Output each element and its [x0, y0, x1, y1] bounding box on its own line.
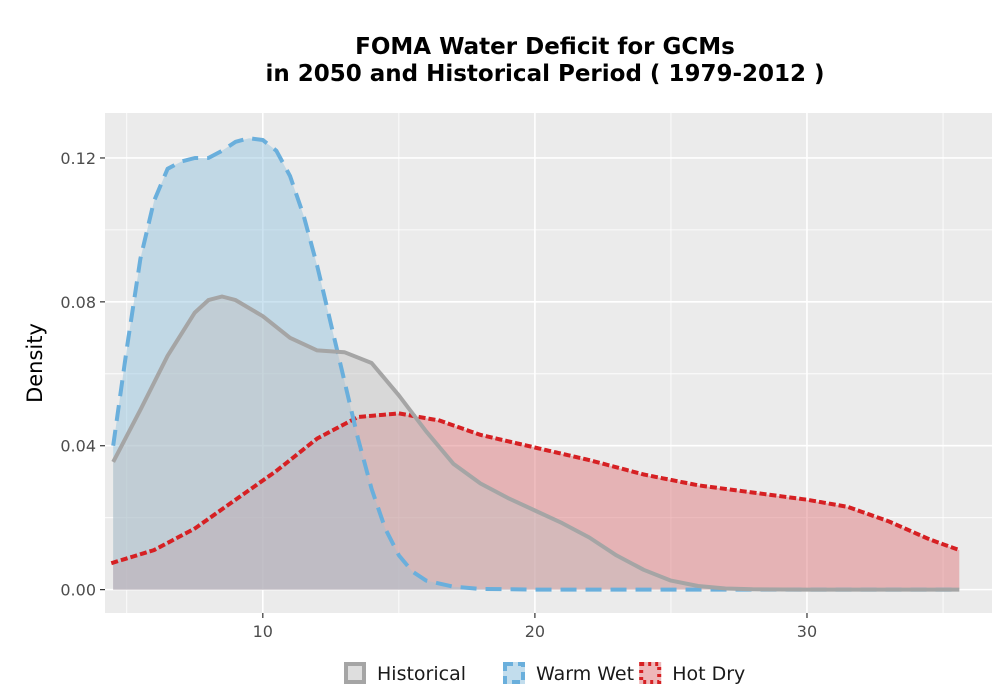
legend: Historical Warm Wet Hot Dry: [344, 662, 745, 685]
legend-label-hot-dry: Hot Dry: [672, 663, 745, 685]
axis-ticks: 10 20 30 0.00 0.04 0.08 0.12: [60, 149, 817, 641]
legend-item-hot-dry: Hot Dry: [639, 662, 745, 685]
series-area-warm-wet: [113, 138, 960, 590]
y-tick-label: 0.12: [60, 149, 96, 168]
y-axis-title: Density: [23, 323, 47, 403]
series-line-historical: [111, 294, 960, 592]
legend-key-fill-hot-dry: [639, 662, 662, 684]
y-tick-label: 0.00: [60, 581, 96, 600]
legend-key-border-historical: [344, 662, 366, 684]
legend-key-border-hot-dry: [639, 662, 662, 684]
density-series: [110, 136, 962, 592]
legend-label-historical: Historical: [377, 663, 466, 685]
legend-item-historical: Historical: [344, 662, 466, 685]
legend-key-fill-warm-wet: [503, 662, 525, 684]
legend-key-fill-historical: [344, 662, 366, 684]
legend-label-warm-wet: Warm Wet: [536, 663, 634, 685]
x-tick-label: 10: [253, 622, 273, 641]
chart-title-line-2: in 2050 and Historical Period ( 1979-201…: [265, 61, 824, 87]
series-area-hot-dry: [113, 413, 960, 590]
y-tick-label: 0.04: [60, 437, 96, 456]
y-tick-label: 0.08: [60, 293, 96, 312]
x-tick-label: 20: [525, 622, 545, 641]
series-line-hot-dry: [110, 411, 962, 566]
legend-item-warm-wet: Warm Wet: [503, 662, 634, 685]
x-tick-label: 30: [797, 622, 817, 641]
series-area-historical: [113, 296, 960, 590]
legend-key-border-warm-wet: [503, 662, 525, 684]
chart-title-line-1: FOMA Water Deficit for GCMs: [355, 34, 735, 60]
